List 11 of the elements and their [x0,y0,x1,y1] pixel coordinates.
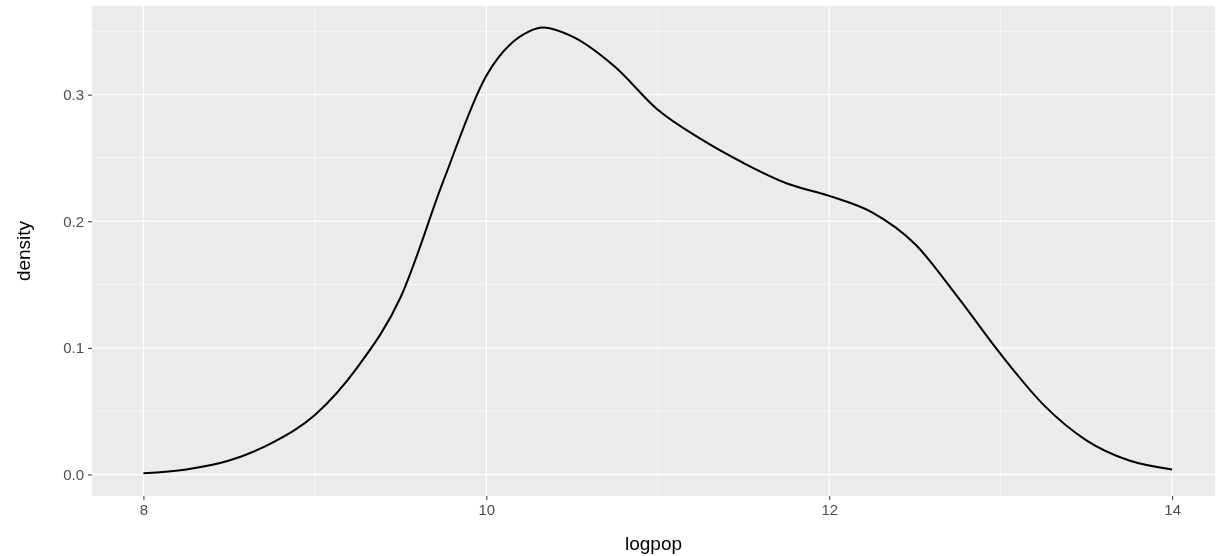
x-tick-label: 12 [821,500,839,518]
y-tick-label: 0.2 [63,212,84,230]
x-axis-title: logpop [624,533,683,554]
y-tick-label: 0.0 [63,465,84,483]
y-axis-title: density [13,220,34,282]
x-tick-label: 8 [139,500,149,518]
x-tick-label: 10 [478,500,496,518]
x-tick-label: 14 [1164,500,1181,518]
line-series [142,26,1174,475]
y-tick-label: 0.3 [63,85,84,103]
y-tick-label: 0.1 [63,339,84,357]
